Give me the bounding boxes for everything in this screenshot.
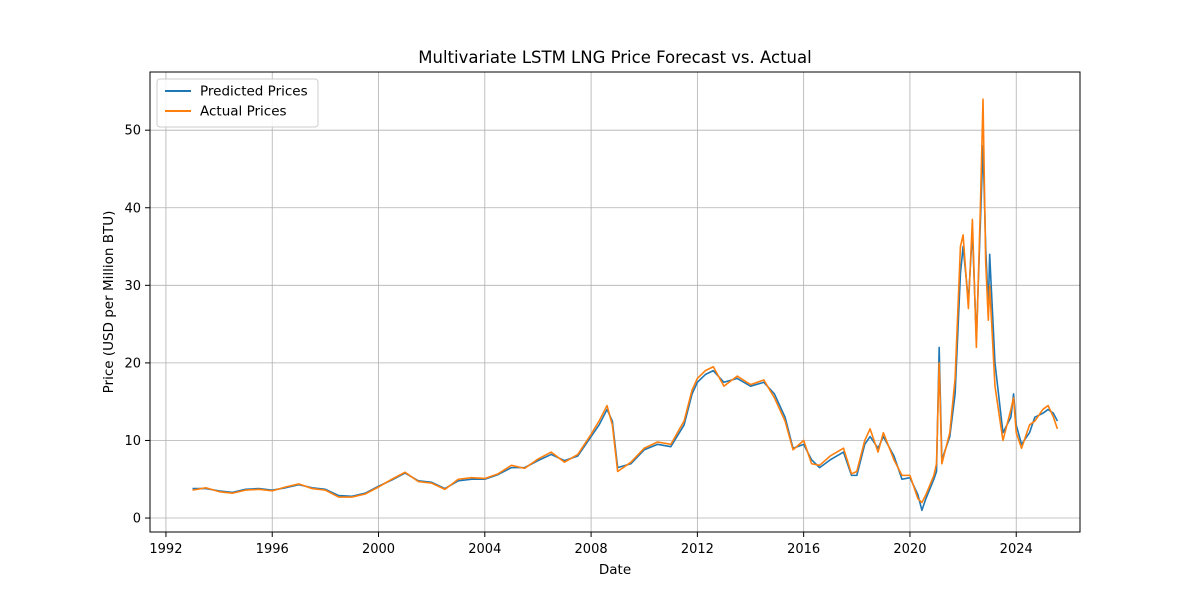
y-axis-ticks: 0 10 20 30 40 50 [124,124,150,527]
x-tick-label: 2008 [575,542,608,557]
series-line-actual [192,98,1059,504]
y-tick-label: 10 [124,434,141,449]
legend-box [156,78,319,128]
legend: Predicted Prices Actual Prices [156,78,319,128]
x-tick-label: 2020 [893,542,926,557]
x-tick-label: 1996 [256,542,289,557]
x-tick-label: 1992 [149,542,182,557]
x-axis-label: Date [599,562,631,578]
y-tick-label: 40 [124,201,141,216]
y-tick-label: 20 [124,356,141,371]
plot-frame [149,71,1081,533]
x-tick-label: 2000 [362,542,395,557]
legend-label: Predicted Prices [200,84,308,100]
y-tick-label: 0 [133,512,141,527]
legend-label: Actual Prices [200,104,287,120]
x-tick-label: 2012 [681,542,714,557]
y-axis-label: Price (USD per Million BTU) [101,211,117,394]
x-axis-ticks: 1992 1996 2000 2004 2008 2012 2016 2020 2024 [149,532,1033,557]
chart-title: Multivariate LSTM LNG Price Forecast vs.… [418,48,811,67]
y-tick-label: 50 [124,124,141,139]
x-tick-label: 2004 [468,542,501,557]
y-tick-label: 30 [124,279,141,294]
x-tick-label: 2016 [787,542,820,557]
x-tick-label: 2024 [1000,542,1033,557]
series-lines [192,98,1059,512]
